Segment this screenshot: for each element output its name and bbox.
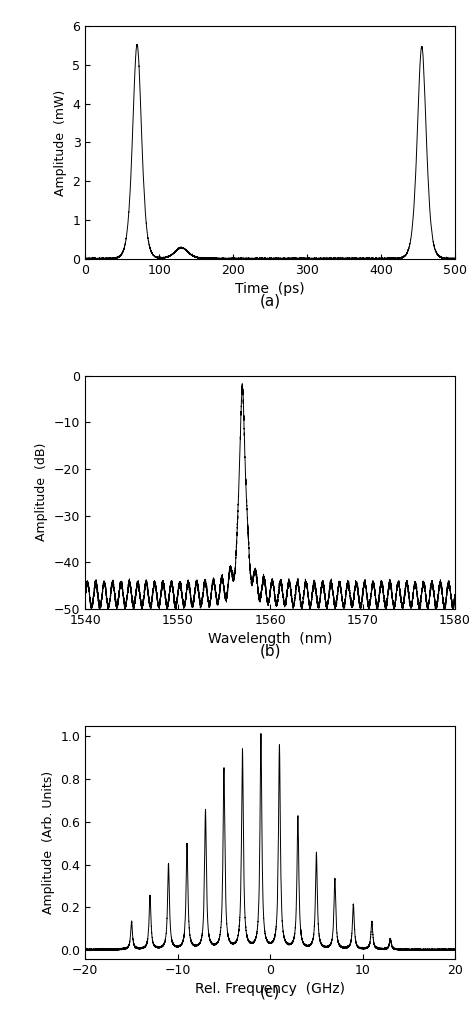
X-axis label: Wavelength  (nm): Wavelength (nm) [208,632,332,646]
Y-axis label: Amplitude  (dB): Amplitude (dB) [36,443,48,541]
Text: (a): (a) [260,294,281,308]
X-axis label: Rel. Frequency  (GHz): Rel. Frequency (GHz) [195,983,345,996]
Text: (b): (b) [259,643,281,659]
Y-axis label: Amplitude  (mW): Amplitude (mW) [54,90,67,196]
Y-axis label: Amplitude  (Arb. Units): Amplitude (Arb. Units) [42,770,55,913]
Text: (c): (c) [260,985,280,999]
X-axis label: Time  (ps): Time (ps) [236,282,305,297]
